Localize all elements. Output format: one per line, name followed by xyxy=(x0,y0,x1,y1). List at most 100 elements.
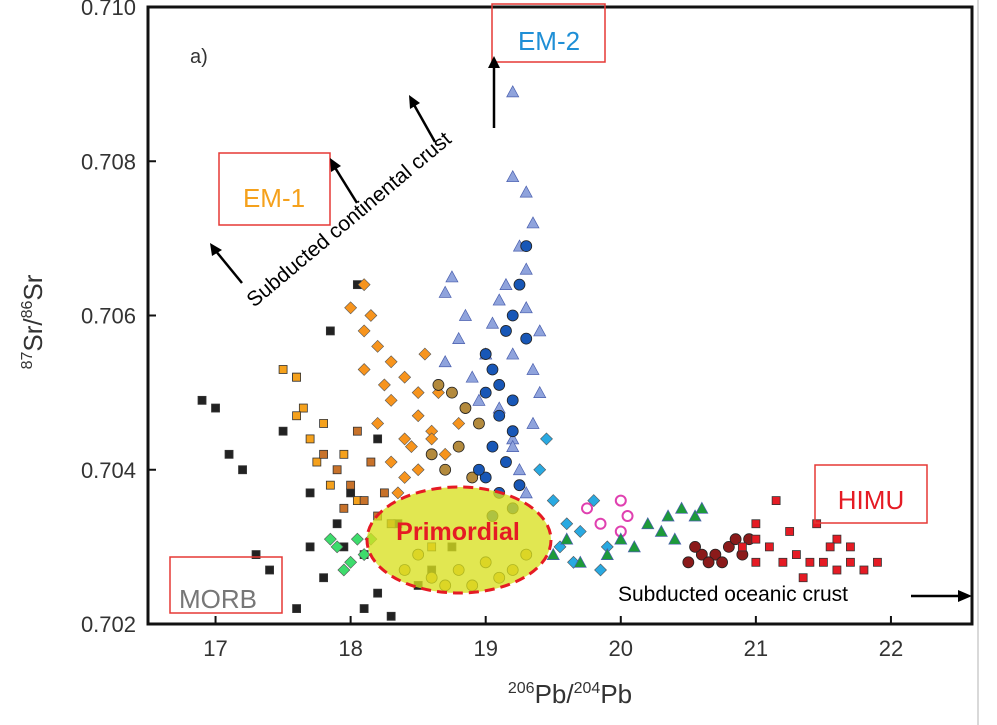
green-triangles-point xyxy=(627,540,641,553)
panel-label: a) xyxy=(190,46,208,68)
em2-circles-point xyxy=(506,309,519,322)
green-diamonds-point xyxy=(344,555,358,569)
x-axis-label-base2: Pb xyxy=(600,679,632,709)
blue-diamonds-point xyxy=(540,432,553,446)
em2-triangles-point xyxy=(519,301,533,314)
magenta-circles-point xyxy=(594,517,607,530)
orange-squares-point xyxy=(325,480,335,490)
em2-circles-point xyxy=(486,363,499,376)
y-axis-label: 87Sr/86Sr xyxy=(18,274,48,369)
em2-circles-point xyxy=(479,348,492,360)
em2-triangles-point xyxy=(519,262,533,275)
orange-diamonds-point xyxy=(404,440,418,454)
himu-squares-point xyxy=(737,542,747,552)
himu-circles-point xyxy=(702,556,715,569)
orange-diamonds-point xyxy=(411,386,425,400)
black-squares-point xyxy=(292,604,301,613)
himu-box: HIMU xyxy=(814,464,928,524)
black-squares-point xyxy=(325,326,335,336)
em2-triangles-point xyxy=(438,285,452,298)
magenta-circles-point xyxy=(614,494,627,507)
olive-circles-point xyxy=(432,379,445,391)
orange-diamonds-point xyxy=(357,324,371,338)
em2-circles-point xyxy=(479,471,492,484)
em1-box: EM-1 xyxy=(218,152,331,226)
em2-triangles-point xyxy=(499,277,513,290)
x-tick-label: 21 xyxy=(744,636,768,661)
em2-triangles-point xyxy=(506,347,520,360)
black-squares-point xyxy=(386,611,396,621)
himu-circles-point xyxy=(682,556,695,569)
em2-triangles-point xyxy=(519,185,533,198)
himu-squares-point xyxy=(764,542,774,552)
blue-diamonds-point xyxy=(546,494,560,508)
green-diamonds-point xyxy=(337,563,351,577)
orange-squares-point xyxy=(319,419,329,428)
black-squares-point xyxy=(211,403,220,413)
em2-triangles-point xyxy=(485,316,500,329)
black-squares-point xyxy=(238,465,247,475)
brown-squares-point xyxy=(359,496,369,506)
green-triangles-point xyxy=(654,524,668,537)
brown-squares-point xyxy=(332,465,342,475)
em2-circles-point xyxy=(513,479,526,492)
orange-diamonds-point xyxy=(418,347,432,361)
x-axis-label-sup1: 206 xyxy=(508,680,535,697)
em2-triangles-point xyxy=(452,331,466,344)
himu-circles-point xyxy=(689,540,701,553)
em2-triangles-point xyxy=(506,439,520,452)
y-axis-label-sup2: 86 xyxy=(19,300,36,318)
orange-squares-point xyxy=(278,365,288,374)
himu-label: HIMU xyxy=(838,485,904,515)
x-tick-label: 18 xyxy=(338,636,362,661)
himu-squares-point xyxy=(805,557,815,567)
himu-circles-point xyxy=(729,533,742,546)
em2-circles-point xyxy=(506,394,519,407)
black-squares-point xyxy=(251,550,261,559)
himu-squares-point xyxy=(832,565,842,575)
orange-diamonds-point xyxy=(371,417,385,430)
orange-squares-point xyxy=(292,372,301,382)
orange-diamonds-point xyxy=(384,355,398,369)
y-tick-label: 0.704 xyxy=(81,458,136,483)
himu-squares-point xyxy=(798,573,808,583)
olive-circles-point xyxy=(452,440,465,453)
black-squares-point xyxy=(332,519,342,529)
himu-squares-point xyxy=(832,534,842,544)
em2-triangles-point xyxy=(445,270,459,283)
himu-circles-point xyxy=(722,540,735,553)
x-axis-label: 206Pb/204Pb xyxy=(508,679,632,709)
orange-diamonds-point xyxy=(411,409,425,423)
em2-triangles-point xyxy=(519,486,533,499)
x-tick-label: 19 xyxy=(473,636,497,661)
himu-circles-point xyxy=(695,548,708,561)
em2-triangles-point xyxy=(492,293,506,306)
himu-circles-point xyxy=(709,548,722,561)
black-squares-point xyxy=(224,449,234,459)
y-axis: 0.702 0.704 0.706 0.708 0.710 xyxy=(81,0,156,637)
green-diamonds-point xyxy=(357,548,371,562)
orange-diamonds-point xyxy=(452,417,466,430)
himu-squares-point xyxy=(751,534,761,544)
brown-squares-point xyxy=(346,480,356,490)
black-squares-point xyxy=(265,565,274,575)
primordial-ellipse xyxy=(365,485,553,595)
em2-circles-point xyxy=(513,278,526,291)
green-diamonds-point xyxy=(323,532,337,546)
morb-label: MORB xyxy=(179,584,257,614)
orange-diamonds-point xyxy=(411,463,425,477)
green-triangles-point xyxy=(560,532,574,545)
em2-triangles-point xyxy=(526,416,540,429)
orange-diamonds-point xyxy=(438,447,452,461)
orange-squares-point xyxy=(298,403,308,413)
orange-squares-point xyxy=(305,434,315,444)
himu-squares-point xyxy=(846,542,855,552)
em2-triangles-point xyxy=(438,355,452,368)
blue-diamonds-point xyxy=(533,463,547,477)
orange-diamonds-point xyxy=(377,378,391,392)
orange-diamonds-point xyxy=(344,301,358,315)
black-squares-point xyxy=(373,434,383,444)
em2-triangles-point xyxy=(526,362,540,375)
brown-squares-point xyxy=(379,488,389,498)
orange-squares-point xyxy=(292,411,301,421)
